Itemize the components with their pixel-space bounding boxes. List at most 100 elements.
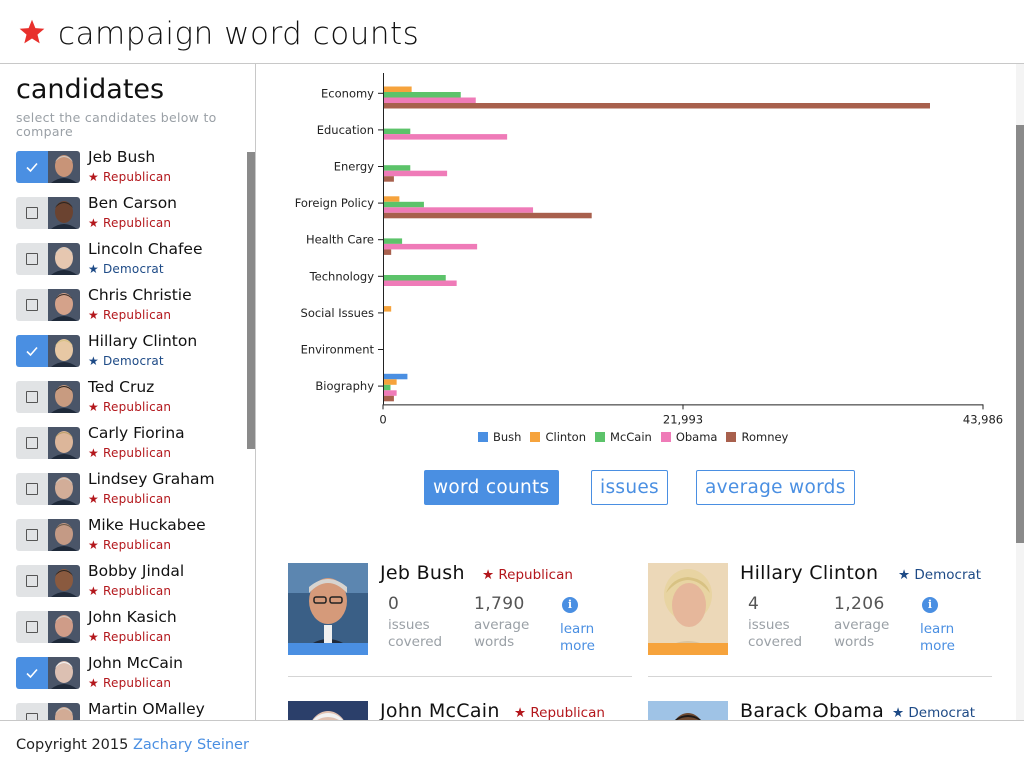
candidate-name: Martin OMalley: [88, 700, 205, 718]
checkbox-box: [26, 621, 38, 633]
bar-obama-economy: [384, 97, 476, 103]
candidate-item-ben-carson[interactable]: Ben Carson ★ Republican: [16, 194, 244, 237]
candidate-card-bush: Jeb Bush ★ Republican 0 issues covered 1…: [288, 562, 632, 703]
card-party-label: Republican: [530, 705, 605, 720]
candidate-item-ted-cruz[interactable]: Ted Cruz ★ Republican: [16, 378, 244, 421]
candidate-item-john-mccain[interactable]: John McCain ★ Republican: [16, 654, 244, 697]
bar-obama-foreign-policy: [384, 207, 534, 213]
candidate-checkbox[interactable]: [16, 519, 48, 551]
average-words-count: 1,790: [474, 594, 525, 614]
tab-issues[interactable]: issues: [591, 470, 668, 505]
candidate-name: Jeb Bush: [88, 150, 156, 166]
candidate-photo: [648, 701, 728, 720]
candidate-item-lindsey-graham[interactable]: Lindsey Graham ★ Republican: [16, 470, 244, 513]
info-icon[interactable]: i: [562, 597, 578, 613]
candidate-party-label: Republican: [102, 308, 172, 322]
bar-mccain-foreign-policy: [384, 201, 424, 208]
candidate-party-label: Democrat: [102, 262, 164, 276]
author-link[interactable]: Zachary Steiner: [132, 737, 249, 753]
main-scrollbar-thumb[interactable]: [1016, 125, 1024, 543]
candidate-photo: [288, 563, 368, 655]
checkbox-box: [26, 437, 38, 449]
sidebar-hint: select the candidates below to compare: [16, 110, 217, 139]
checkbox-box: [26, 483, 38, 495]
average-words-label: average words: [834, 617, 890, 650]
candidate-name: John McCain: [88, 654, 183, 672]
legend-label: Clinton: [545, 430, 587, 444]
candidate-party: ★ Republican: [88, 170, 172, 184]
candidate-avatar: [48, 611, 80, 643]
candidate-party-label: Republican: [102, 216, 172, 230]
card-divider: [288, 676, 632, 677]
legend-label: Obama: [675, 430, 718, 444]
candidate-checkbox[interactable]: [16, 381, 48, 413]
candidate-party: ★ Republican: [88, 308, 172, 322]
bar-romney-economy: [384, 103, 930, 109]
candidate-photo: [288, 701, 368, 720]
legend-item-romney: Romney: [726, 430, 788, 444]
candidate-checkbox[interactable]: [16, 703, 48, 720]
bar-obama-energy: [384, 170, 448, 177]
candidate-avatar: [48, 473, 80, 505]
candidate-avatar: [48, 289, 80, 321]
candidate-checkbox[interactable]: [16, 289, 48, 321]
legend-item-clinton: Clinton: [530, 430, 586, 444]
learn-more-link[interactable]: learn more: [560, 621, 595, 654]
candidate-checkbox[interactable]: [16, 197, 48, 229]
candidate-card-mccain: John McCain ★ Republican: [288, 700, 632, 720]
candidate-checkbox[interactable]: [16, 335, 48, 367]
category-label: Economy: [321, 86, 374, 100]
info-icon[interactable]: i: [922, 597, 938, 613]
candidate-item-lincoln-chafee[interactable]: Lincoln Chafee ★ Democrat: [16, 240, 244, 283]
card-name: Jeb Bush: [380, 562, 465, 584]
candidate-checkbox[interactable]: [16, 657, 48, 689]
candidate-item-hillary-clinton[interactable]: Hillary Clinton ★ Democrat: [16, 332, 244, 375]
candidate-item-jeb-bush[interactable]: Jeb Bush ★ Republican: [16, 150, 244, 191]
candidate-party: ★ Republican: [88, 492, 172, 506]
bar-obama-biography: [384, 390, 397, 396]
candidate-item-martin-omalley[interactable]: Martin OMalley★ Democrat: [16, 700, 244, 720]
candidate-list: Jeb Bush ★ Republican Ben Carson ★ Republic…: [0, 150, 246, 720]
issues-covered-label: issues covered: [388, 617, 443, 650]
candidate-item-chris-christie[interactable]: Chris Christie ★ Republican: [16, 286, 244, 329]
app-header: campaign word counts: [0, 0, 1024, 64]
card-party: ★ Democrat: [898, 567, 982, 583]
legend-swatch: [726, 432, 737, 442]
candidate-card-obama: Barack Obama ★ Democrat: [648, 700, 992, 720]
checkbox-box: [26, 713, 38, 720]
candidate-name: John Kasich: [88, 608, 177, 626]
sidebar-scrollbar-thumb[interactable]: [247, 152, 255, 449]
candidate-checkbox[interactable]: [16, 473, 48, 505]
issues-covered-count: 4: [748, 594, 760, 614]
candidate-item-bobby-jindal[interactable]: Bobby Jindal ★ Republican: [16, 562, 244, 605]
candidate-party: ★ Republican: [88, 584, 172, 598]
card-name: Hillary Clinton: [740, 562, 879, 584]
candidate-item-john-kasich[interactable]: John Kasich ★ Republican: [16, 608, 244, 651]
candidate-name: Mike Huckabee: [88, 516, 206, 534]
candidate-checkbox[interactable]: [16, 151, 48, 183]
bar-clinton-economy: [384, 86, 412, 92]
star-icon: [19, 19, 45, 44]
tab-word-counts[interactable]: word counts: [424, 470, 559, 505]
checkbox-box: [26, 299, 38, 311]
app-title: campaign word counts: [58, 16, 420, 52]
tab-average-words[interactable]: average words: [696, 470, 855, 505]
candidate-checkbox[interactable]: [16, 243, 48, 275]
candidate-party: ★ Republican: [88, 446, 172, 460]
bar-mccain-energy: [384, 165, 411, 171]
candidate-checkbox[interactable]: [16, 427, 48, 459]
candidate-party-label: Republican: [102, 400, 172, 414]
candidate-checkbox[interactable]: [16, 565, 48, 597]
candidate-item-carly-fiorina[interactable]: Carly Fiorina ★ Republican: [16, 424, 244, 467]
candidate-party-label: Republican: [102, 630, 172, 644]
candidate-checkbox[interactable]: [16, 611, 48, 643]
candidate-avatar: [48, 703, 80, 720]
checkmark-icon: [26, 668, 38, 679]
candidate-item-mike-huckabee[interactable]: Mike Huckabee ★ Republican: [16, 516, 244, 559]
candidate-party: ★ Republican: [88, 630, 172, 644]
candidate-name: Ben Carson: [88, 194, 177, 212]
candidate-party: ★ Republican: [88, 538, 172, 552]
learn-more-link[interactable]: learn more: [920, 621, 955, 654]
checkbox-box: [26, 207, 38, 219]
legend-label: Romney: [741, 430, 789, 444]
